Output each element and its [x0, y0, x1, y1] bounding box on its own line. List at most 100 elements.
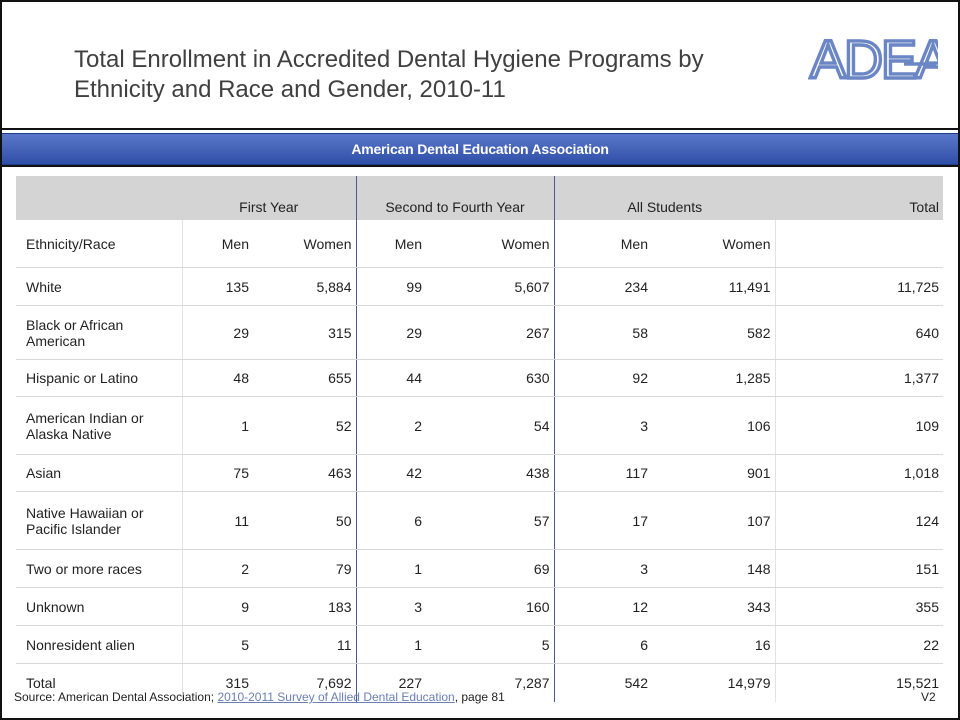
col-header-men: Men [553, 220, 652, 268]
cell-value: 3 [553, 549, 652, 588]
row-label: Black or African American [16, 305, 182, 360]
page-title: Total Enrollment in Accredited Dental Hy… [74, 46, 704, 103]
row-label: White [16, 267, 182, 306]
cell-value: 16 [652, 625, 775, 664]
cell-value: 640 [774, 305, 943, 360]
row-label: American Indian or Alaska Native [16, 396, 182, 455]
row-label: Native Hawaiian or Pacific Islander [16, 491, 182, 550]
source-footer: Source: American Dental Association; 201… [14, 690, 934, 704]
cell-value: 315 [181, 663, 253, 702]
cell-value: 92 [553, 359, 652, 397]
source-link[interactable]: 2010-2011 Survey of Allied Dental Educat… [217, 690, 455, 704]
banner: American Dental Education Association [2, 133, 958, 165]
row-label: Nonresident alien [16, 625, 182, 664]
cell-value: 107 [652, 491, 775, 550]
cell-value: 1,377 [774, 359, 943, 397]
col-header-women: Women [652, 220, 775, 268]
cell-value: 582 [652, 305, 775, 360]
cell-value: 58 [553, 305, 652, 360]
col-header-men: Men [181, 220, 253, 268]
col-header-women: Women [253, 220, 356, 268]
cell-value: 1 [181, 396, 253, 455]
table-row: Hispanic or Latino 48 655 44 630 92 1,285 1,377 [16, 359, 943, 397]
cell-value: 1,018 [774, 454, 943, 492]
table-row: American Indian or Alaska Native 1 52 2 54 3 1… [16, 396, 943, 455]
row-label: Unknown [16, 587, 182, 626]
cell-value: 44 [355, 359, 426, 397]
cell-value: 57 [426, 491, 554, 550]
cell-value: 2 [181, 549, 253, 588]
col-header-ethnicity: Ethnicity/Race [16, 220, 182, 268]
cell-value: 29 [355, 305, 426, 360]
enrollment-table: First Year Second to Fourth Year All Stu… [16, 176, 943, 702]
header-total: Total [775, 176, 943, 220]
row-label: Hispanic or Latino [16, 359, 182, 397]
cell-value: 50 [253, 491, 356, 550]
cell-value: 151 [774, 549, 943, 588]
adea-logo: ADEA [808, 30, 938, 84]
cell-value: 1 [355, 625, 426, 664]
banner-divider [2, 165, 958, 167]
cell-value: 630 [426, 359, 554, 397]
cell-value: 22 [774, 625, 943, 664]
source-suffix: , page 81 [454, 690, 505, 704]
cell-value: 99 [355, 267, 426, 306]
cell-value: 135 [181, 267, 253, 306]
col-header-women: Women [426, 220, 554, 268]
cell-value: 7,692 [316, 674, 352, 691]
cell-value: 438 [426, 454, 554, 492]
cell-value: 3 [355, 587, 426, 626]
banner-text: American Dental Education Association [351, 141, 609, 157]
cell-value: 315 [253, 305, 356, 360]
table-body: White 135 5,884 99 5,607 234 11,491 11,725 Black… [16, 267, 943, 702]
table-row: Nonresident alien 5 11 1 5 6 16 22 [16, 625, 943, 664]
cell-value: 5,607 [426, 267, 554, 306]
cell-value: 6 [355, 491, 426, 550]
cell-value: 5,884 [253, 267, 356, 306]
cell-value: 6 [553, 625, 652, 664]
cell-value: 227 [355, 663, 426, 702]
table-row: Unknown 9 183 3 160 12 343 355 [16, 587, 943, 626]
cell-value: 2 [355, 396, 426, 455]
cell-value: 7,287 [514, 674, 550, 691]
cell-value: 17 [553, 491, 652, 550]
cell-value: 655 [253, 359, 356, 397]
adea-logo-text: ADEA [810, 30, 938, 84]
cell-value: 355 [774, 587, 943, 626]
cell-value: 234 [553, 267, 652, 306]
cell-value: 54 [426, 396, 554, 455]
cell-value: 109 [774, 396, 943, 455]
table-row: Black or African American 29 315 29 267 58 582… [16, 305, 943, 360]
cell-value: 343 [652, 587, 775, 626]
cell-value: 148 [652, 549, 775, 588]
cell-value: 69 [426, 549, 554, 588]
cell-value: 11,725 [774, 267, 943, 306]
table-row: Native Hawaiian or Pacific Islander 11 50 6… [16, 491, 943, 550]
col-header-men: Men [355, 220, 426, 268]
col-header-total-blank [774, 220, 943, 268]
cell-value: 75 [181, 454, 253, 492]
cell-value: 29 [181, 305, 253, 360]
cell-value: 48 [181, 359, 253, 397]
cell-value: 117 [553, 454, 652, 492]
cell-value: 79 [253, 549, 356, 588]
header-second-to-fourth-year: Second to Fourth Year [355, 176, 554, 220]
cell-value: 11,491 [652, 267, 775, 306]
cell-value: 124 [774, 491, 943, 550]
cell-value: 106 [652, 396, 775, 455]
title-divider [2, 128, 958, 130]
header-blank [16, 176, 182, 220]
cell-value: 15,521 [774, 663, 943, 702]
group-header-row: First Year Second to Fourth Year All Stu… [16, 176, 943, 220]
cell-value: 12 [553, 587, 652, 626]
table-row: Total 315 7,692 227 7,287 542 14,979 15,521 [16, 663, 943, 702]
row-label: Asian [16, 454, 182, 492]
cell-value: 5 [426, 625, 554, 664]
cell-value: 267 [426, 305, 554, 360]
cell-value: 463 [253, 454, 356, 492]
cell-value: 14,979 [727, 674, 771, 691]
row-label: Total [26, 674, 56, 691]
cell-value: 9 [181, 587, 253, 626]
header-all-students: All Students [553, 176, 775, 220]
